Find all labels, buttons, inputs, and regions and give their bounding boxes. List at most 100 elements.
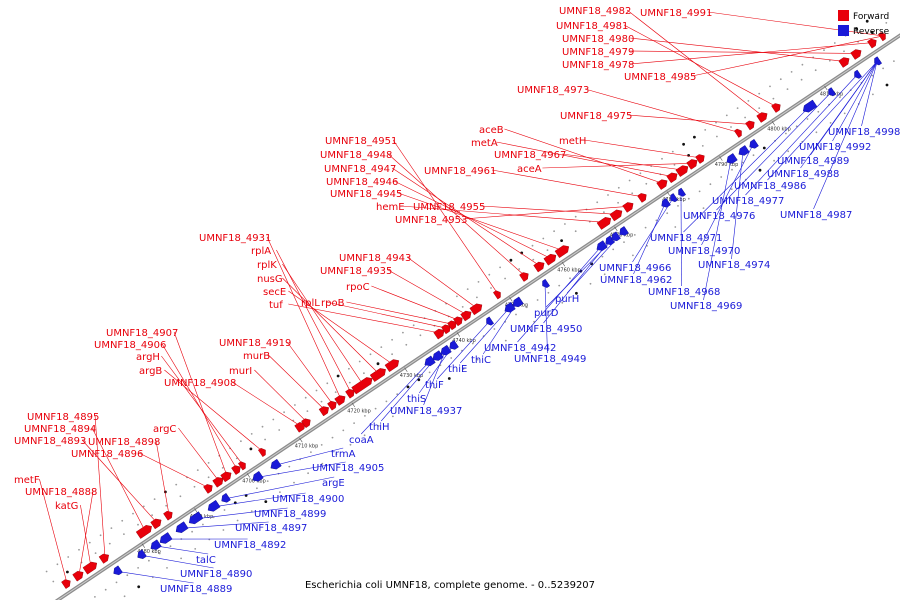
- leader-line: [161, 355, 244, 466]
- track-dot: [688, 216, 691, 219]
- track-dot: [758, 92, 761, 95]
- gene-label-umnf18-4998: UMNF18_4998: [828, 127, 900, 138]
- leader-line: [584, 139, 702, 159]
- tick-label: 4760 kbp: [557, 267, 581, 273]
- leader-line: [630, 37, 846, 62]
- track-dot: [406, 385, 410, 389]
- track-dot: [787, 150, 790, 153]
- gene-label-tuf: tuf: [269, 300, 283, 311]
- track-dot: [490, 287, 492, 289]
- leader-line: [813, 61, 878, 210]
- gene-label-umnf18-4895: UMNF18_4895: [27, 412, 99, 423]
- gene-label-argc: argC: [153, 424, 176, 435]
- gene-label-this: thiS: [407, 394, 426, 405]
- track-dot: [477, 281, 480, 283]
- reverse-gene-arrow: [828, 87, 836, 97]
- track-dot: [326, 382, 329, 385]
- gene-label-arge: argE: [322, 478, 345, 489]
- gene-label-argh: argH: [136, 352, 160, 363]
- track-dot: [772, 97, 775, 100]
- leader-line: [716, 92, 832, 211]
- forward-gene-arrow: [637, 193, 647, 203]
- leader-line: [703, 159, 732, 301]
- track-dot: [349, 443, 352, 446]
- forward-gene-arrow: [543, 253, 557, 266]
- track-dot: [758, 107, 761, 109]
- gene-label-umnf18-4892: UMNF18_4892: [214, 540, 286, 551]
- gene-label-talc: talC: [196, 555, 216, 566]
- track-dot: [52, 580, 55, 583]
- gene-label-umnf18-4937: UMNF18_4937: [390, 406, 462, 417]
- forward-gene-arrow: [135, 525, 152, 539]
- legend-reverse-label: Reverse: [853, 27, 890, 37]
- leader-line: [632, 198, 674, 263]
- leader-line: [745, 74, 858, 196]
- gene-label-rpob: rpoB: [321, 298, 345, 309]
- track-dot: [67, 556, 70, 558]
- leader-line: [566, 231, 624, 294]
- track-dot: [730, 126, 732, 128]
- leader-line: [406, 256, 478, 309]
- tick-mark: [351, 402, 356, 408]
- leader-line: [212, 492, 306, 508]
- track-dot: [693, 135, 696, 139]
- track-dot: [256, 487, 258, 490]
- track-dot: [363, 372, 365, 375]
- track-dot: [877, 13, 879, 15]
- track-dot: [158, 552, 161, 555]
- track-dot: [207, 476, 210, 479]
- track-dot: [687, 197, 690, 200]
- gene-label-umnf18-4976: UMNF18_4976: [683, 211, 755, 222]
- track-dot: [603, 273, 606, 276]
- track-dot: [56, 563, 59, 566]
- track-dot: [885, 22, 888, 24]
- gene-label-umnf18-4935: UMNF18_4935: [320, 266, 392, 277]
- gene-label-umnf18-4906: UMNF18_4906: [94, 340, 166, 351]
- leader-line: [288, 303, 441, 334]
- reverse-gene-arrow: [221, 492, 231, 503]
- leader-line: [360, 361, 430, 435]
- track-dot: [752, 154, 755, 157]
- gene-label-umnf18-4890: UMNF18_4890: [180, 569, 252, 580]
- track-dot: [720, 176, 723, 178]
- track-dot: [893, 60, 895, 62]
- leader-line: [268, 354, 326, 411]
- leader-line: [810, 61, 878, 156]
- track-dot: [715, 121, 717, 124]
- track-dot: [560, 239, 563, 243]
- reverse-gene-arrow: [159, 532, 173, 544]
- track-dot: [779, 78, 782, 81]
- tick-label: 4730 kbp: [400, 373, 424, 379]
- gene-label-coaa: coaA: [349, 435, 374, 446]
- gene-label-umnf18-4962: UMNF18_4962: [600, 275, 672, 286]
- forward-gene-arrow: [301, 418, 311, 429]
- leader-line: [224, 476, 335, 500]
- track-dot: [682, 142, 685, 146]
- forward-gene-arrow: [203, 484, 213, 494]
- track-dot: [747, 100, 750, 102]
- gene-label-umnf18-4946: UMNF18_4946: [326, 177, 398, 188]
- track-dot: [758, 168, 762, 172]
- reverse-gene-arrow: [252, 471, 264, 482]
- gene-label-umnf18-4977: UMNF18_4977: [712, 196, 784, 207]
- leader-line: [861, 61, 878, 127]
- gene-label-umnf18-4896: UMNF18_4896: [71, 449, 143, 460]
- gene-label-umnf18-4989: UMNF18_4989: [777, 156, 849, 167]
- tick-mark: [509, 297, 513, 302]
- track-dot: [336, 374, 340, 378]
- gene-label-umnf18-4919: UMNF18_4919: [219, 338, 291, 349]
- track-dot: [391, 353, 393, 356]
- gene-label-umnf18-4899: UMNF18_4899: [254, 509, 326, 520]
- leader-line: [517, 246, 602, 343]
- track-dot: [123, 595, 126, 598]
- leader-line: [481, 205, 618, 215]
- gene-label-sece: secE: [263, 287, 286, 298]
- forward-gene-arrow: [369, 368, 386, 382]
- gene-label-umnf18-4986: UMNF18_4986: [734, 181, 806, 192]
- track-dot: [137, 523, 139, 526]
- track-dot: [235, 457, 238, 460]
- track-dot: [547, 291, 550, 294]
- track-dot: [569, 277, 571, 280]
- leader-line: [371, 285, 460, 321]
